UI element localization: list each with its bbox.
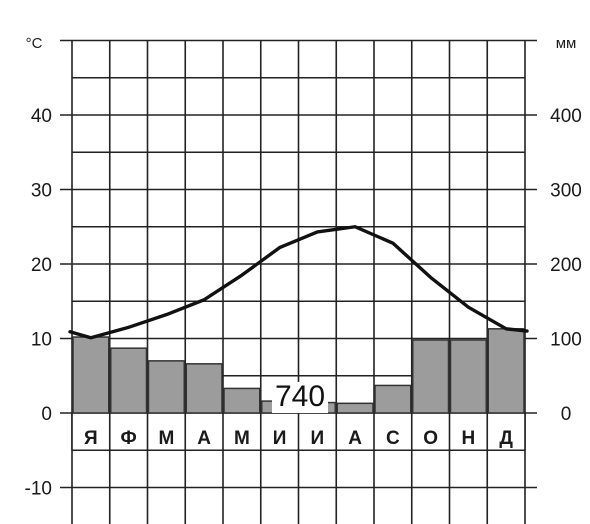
right-axis-unit: мм — [556, 35, 577, 52]
month-label: А — [348, 428, 362, 449]
month-label: М — [158, 428, 174, 449]
precipitation-bar — [72, 336, 110, 414]
left-axis-tick-label: 30 — [31, 181, 52, 202]
left-axis-tick-label: 20 — [31, 255, 52, 276]
month-label: М — [234, 428, 250, 449]
grid — [60, 39, 537, 524]
month-label: С — [386, 428, 400, 449]
month-label: И — [311, 428, 325, 449]
precipitation-bar — [374, 384, 412, 414]
month-label: И — [273, 428, 287, 449]
left-axis-tick-label: -10 — [25, 479, 52, 500]
right-axis-tick-label: 100 — [550, 330, 582, 351]
precipitation-bar — [487, 328, 525, 414]
left-axis-unit: °C — [26, 35, 43, 52]
right-axis-tick-label: 300 — [550, 181, 582, 202]
precipitation-bar — [185, 363, 223, 414]
right-axis-tick-label: 200 — [550, 255, 582, 276]
month-label: Я — [84, 428, 98, 449]
precipitation-bar — [147, 360, 185, 414]
month-label: Д — [499, 428, 513, 449]
month-label: Ф — [121, 428, 137, 449]
right-axis-tick-label: 0 — [561, 404, 572, 425]
left-axis-tick-label: 40 — [31, 106, 52, 127]
left-axis: °C -10 0 10 20 30 40 — [25, 35, 52, 500]
precipitation-bar — [449, 339, 487, 414]
precipitation-bar — [412, 339, 450, 414]
right-axis: мм 0 100 200 300 400 — [550, 35, 582, 425]
right-axis-tick-label: 400 — [550, 106, 582, 127]
month-label: О — [423, 428, 438, 449]
left-axis-tick-label: 10 — [31, 330, 52, 351]
left-axis-tick-label: 0 — [41, 404, 52, 425]
month-label: Н — [462, 428, 476, 449]
total-precipitation-label-background — [271, 382, 329, 413]
precipitation-bar — [336, 402, 374, 414]
precipitation-bar — [223, 387, 261, 414]
month-label: А — [197, 428, 211, 449]
temperature-line — [68, 225, 529, 340]
total-precipitation-label: 740 — [275, 380, 325, 413]
temperature-series — [68, 225, 529, 340]
precipitation-bar — [110, 347, 148, 414]
